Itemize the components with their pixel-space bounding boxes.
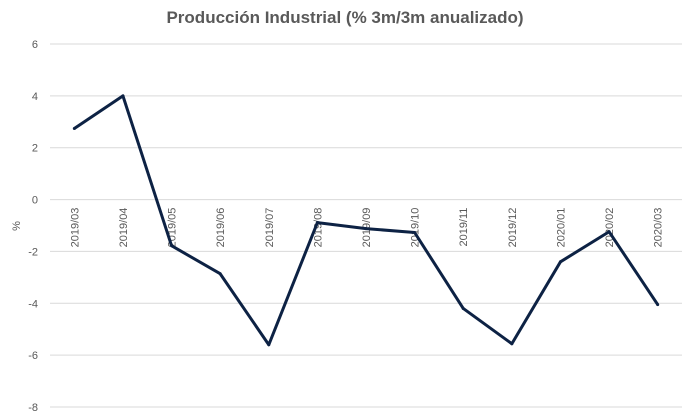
y-tick-label: 2 [32,143,38,155]
data-point [510,342,514,346]
data-point [558,260,562,264]
data-point [656,303,660,307]
data-point [267,343,271,347]
data-point [315,221,319,225]
y-tick-label: 0 [32,195,38,207]
y-tick-label: -2 [28,246,38,258]
data-point [121,94,125,98]
data-point [461,306,465,310]
x-tick-label: 2019/05 [167,208,179,248]
x-tick-label: 2019/08 [312,208,324,248]
data-point [170,244,174,248]
x-tick-label: 2019/11 [458,208,470,247]
data-point [72,127,76,131]
x-tick-label: 2019/04 [118,208,130,248]
y-tick-label: 6 [32,39,38,51]
x-tick-label: 2019/12 [507,208,519,248]
x-tick-label: 2020/03 [653,208,665,248]
x-tick-label: 2019/07 [264,208,276,248]
data-point [607,230,611,234]
y-axis-label: % [11,221,23,231]
data-point [218,272,222,276]
y-tick-label: -4 [28,298,38,310]
y-tick-label: 4 [32,91,38,103]
y-tick-label: -6 [28,350,38,362]
data-point [413,231,417,235]
data-point [364,227,368,231]
x-tick-label: 2020/01 [555,208,567,248]
chart-title: Producción Industrial (% 3m/3m anualizad… [166,8,523,27]
x-tick-label: 2019/06 [215,208,227,248]
y-tick-label: -8 [28,402,38,414]
x-tick-label: 2019/03 [69,208,81,248]
